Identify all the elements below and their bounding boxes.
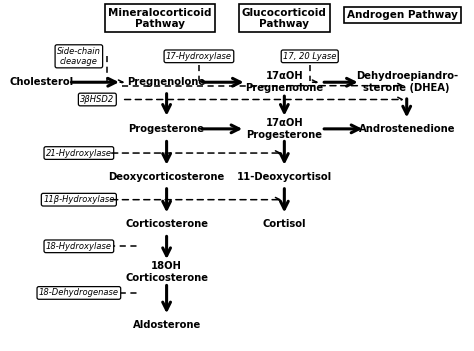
Text: 11-Deoxycortisol: 11-Deoxycortisol [237, 172, 332, 182]
Text: Mineralocorticoid
Pathway: Mineralocorticoid Pathway [108, 7, 211, 29]
Text: Aldosterone: Aldosterone [132, 320, 201, 330]
Text: 3βHSD2: 3βHSD2 [80, 95, 114, 104]
Text: Glucocorticoid
Pathway: Glucocorticoid Pathway [242, 7, 327, 29]
Text: 17αOH
Progesterone: 17αOH Progesterone [246, 118, 322, 140]
Text: Cholesterol: Cholesterol [10, 77, 74, 87]
Text: Androstenedione: Androstenedione [358, 124, 455, 134]
Text: 18-Hydroxylase: 18-Hydroxylase [46, 242, 112, 251]
Text: Corticosterone: Corticosterone [125, 219, 208, 229]
Text: 17-Hydroxylase: 17-Hydroxylase [166, 52, 232, 61]
Text: Dehydroepiandro-
sterone (DHEA): Dehydroepiandro- sterone (DHEA) [356, 72, 458, 93]
Text: 18-Dehydrogenase: 18-Dehydrogenase [39, 289, 119, 297]
Text: Androgen Pathway: Androgen Pathway [346, 10, 457, 20]
Text: 17αOH
Pregnenolone: 17αOH Pregnenolone [245, 72, 323, 93]
Text: Side-chain
cleavage: Side-chain cleavage [57, 47, 101, 66]
Text: 17, 20 Lyase: 17, 20 Lyase [283, 52, 337, 61]
Text: Progesterone: Progesterone [128, 124, 205, 134]
Text: 21-Hydroxylase: 21-Hydroxylase [46, 148, 112, 158]
Text: Pregnenolone: Pregnenolone [128, 77, 206, 87]
Text: 18OH
Corticosterone: 18OH Corticosterone [125, 261, 208, 283]
Text: 11β-Hydroxylase: 11β-Hydroxylase [43, 195, 115, 204]
Text: Cortisol: Cortisol [263, 219, 306, 229]
Text: Deoxycorticosterone: Deoxycorticosterone [109, 172, 225, 182]
